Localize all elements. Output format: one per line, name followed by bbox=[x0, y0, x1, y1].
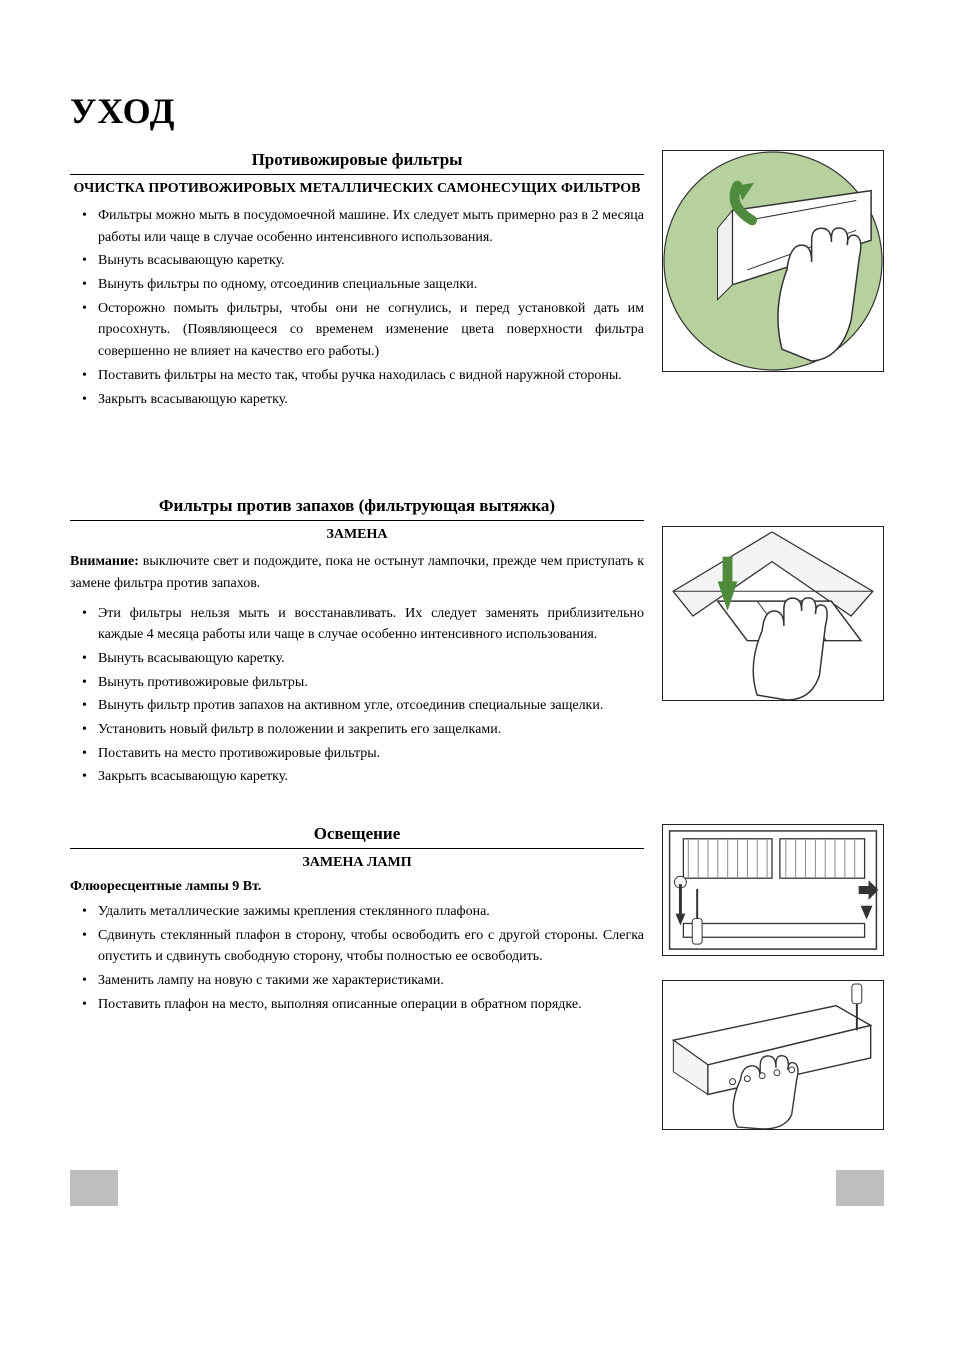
lamp-type-label: Флюоресцентные лампы 9 Вт. bbox=[70, 879, 644, 895]
odour-warning: Внимание: выключите свет и подождите, по… bbox=[70, 551, 644, 594]
list-item: Установить новый фильтр в положении и за… bbox=[98, 719, 644, 741]
list-item: Эти фильтры нельзя мыть и восстанавливат… bbox=[98, 603, 644, 646]
list-item: Вынуть всасывающую каретку. bbox=[98, 250, 644, 272]
list-item: Вынуть фильтр против запахов на активном… bbox=[98, 695, 644, 717]
page-title: УХОД bbox=[70, 90, 884, 132]
list-item: Вынуть всасывающую каретку. bbox=[98, 648, 644, 670]
list-item: Вынуть противожировые фильтры. bbox=[98, 672, 644, 694]
lighting-subheading: ЗАМЕНА ЛАМП bbox=[70, 855, 644, 871]
section-odour: Фильтры против запахов (фильтрующая вытя… bbox=[70, 496, 884, 790]
warning-lead: Внимание: bbox=[70, 554, 139, 569]
hood-underside-icon bbox=[662, 824, 884, 956]
list-item: Закрыть всасывающую каретку. bbox=[98, 389, 644, 411]
grease-subheading: ОЧИСТКА ПРОТИВОЖИРОВЫХ МЕТАЛЛИЧЕСКИХ САМ… bbox=[70, 181, 644, 197]
lighting-heading: Освещение bbox=[70, 824, 644, 849]
list-item: Поставить плафон на место, выполняя опис… bbox=[98, 994, 644, 1016]
footer-block-right bbox=[836, 1170, 884, 1206]
list-item: Вынуть фильтры по одному, отсоединив спе… bbox=[98, 274, 644, 296]
list-item: Закрыть всасывающую каретку. bbox=[98, 766, 644, 788]
list-item: Удалить металлические зажимы крепления с… bbox=[98, 901, 644, 923]
list-item: Осторожно помыть фильтры, чтобы они не с… bbox=[98, 298, 644, 363]
list-item: Поставить фильтры на место так, чтобы ру… bbox=[98, 365, 644, 387]
section-grease: Противожировые фильтры ОЧИСТКА ПРОТИВОЖИ… bbox=[70, 150, 884, 412]
footer-block-left bbox=[70, 1170, 118, 1206]
list-item: Заменить лампу на новую с такими же хара… bbox=[98, 970, 644, 992]
grease-heading: Противожировые фильтры bbox=[70, 150, 644, 175]
odour-list: Эти фильтры нельзя мыть и восстанавливат… bbox=[70, 603, 644, 789]
filter-removal-icon bbox=[662, 150, 884, 372]
lighting-list: Удалить металлические зажимы крепления с… bbox=[70, 901, 644, 1015]
hood-perspective-icon bbox=[662, 980, 884, 1130]
list-item: Поставить на место противожировые фильтр… bbox=[98, 743, 644, 765]
grease-list: Фильтры можно мыть в посудомоечной машин… bbox=[70, 205, 644, 410]
odour-heading: Фильтры против запахов (фильтрующая вытя… bbox=[70, 496, 644, 521]
carbon-filter-icon bbox=[662, 526, 884, 701]
warning-text: выключите свет и подождите, пока не осты… bbox=[70, 554, 644, 591]
page-footer bbox=[70, 1170, 884, 1206]
list-item: Сдвинуть стеклянный плафон в сторону, чт… bbox=[98, 925, 644, 968]
odour-subheading: ЗАМЕНА bbox=[70, 527, 644, 543]
section-lighting: Освещение ЗАМЕНА ЛАМП Флюоресцентные лам… bbox=[70, 824, 884, 1130]
list-item: Фильтры можно мыть в посудомоечной машин… bbox=[98, 205, 644, 248]
